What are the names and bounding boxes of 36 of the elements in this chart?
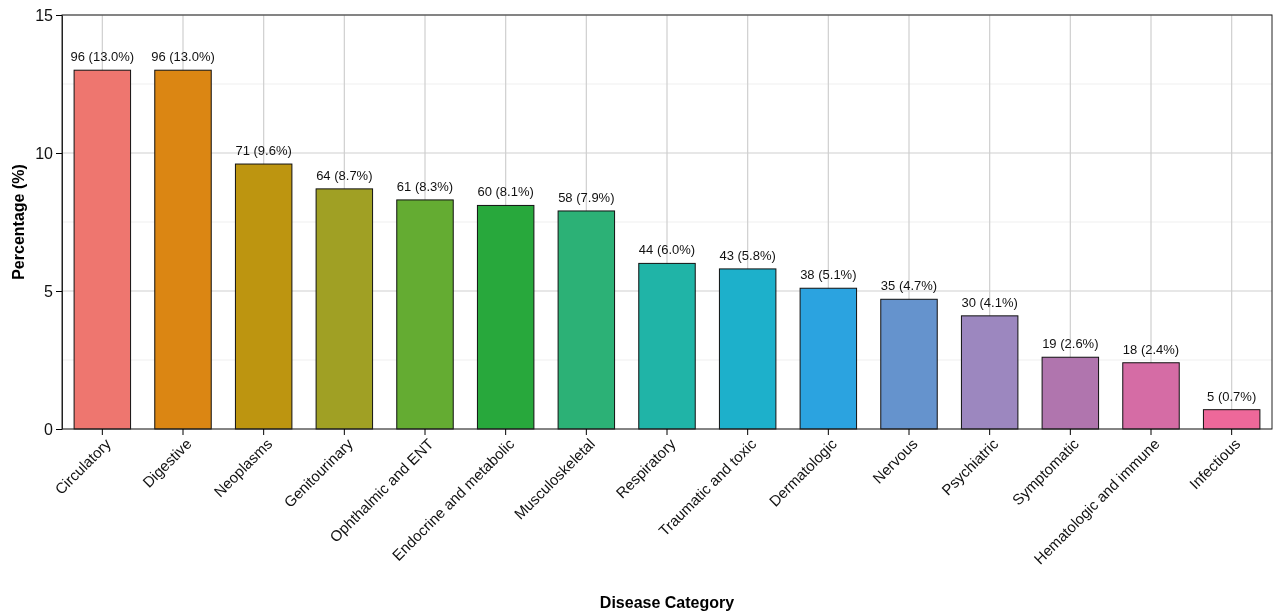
bar [1202, 409, 1261, 430]
bar [234, 163, 293, 430]
bar [638, 262, 696, 430]
bar [960, 315, 1019, 430]
data-label: 19 (2.6%) [1042, 336, 1099, 352]
bar [1122, 362, 1180, 430]
data-label: 18 (2.4%) [1122, 341, 1180, 357]
data-label: 43 (5.8%) [719, 247, 776, 263]
bar [73, 69, 132, 430]
y-tick-label: 10 [35, 144, 54, 162]
bar [799, 287, 858, 430]
data-label: 96 (13.0%) [70, 49, 135, 65]
data-label: 44 (6.0%) [638, 242, 696, 258]
data-label: 38 (5.1%) [800, 267, 857, 283]
bar [718, 268, 777, 430]
y-tick-label: 5 [44, 282, 54, 300]
data-label: 30 (4.1%) [961, 294, 1018, 310]
data-label: 64 (8.7%) [316, 167, 373, 183]
bar [396, 199, 454, 430]
y-tick-label: 0 [44, 420, 54, 438]
data-label: 35 (4.7%) [880, 278, 938, 294]
data-label: 71 (9.6%) [235, 143, 292, 159]
data-label: 5 (0.7%) [1207, 388, 1257, 404]
bar [476, 204, 535, 430]
bar [154, 69, 212, 430]
data-label: 96 (13.0%) [151, 49, 215, 65]
data-label: 61 (8.3%) [396, 178, 454, 194]
data-label: 58 (7.9%) [558, 189, 615, 205]
bar [880, 298, 938, 430]
data-label: 60 (8.1%) [477, 184, 534, 200]
bar [557, 210, 616, 430]
y-axis-title: Percentage (%) [10, 164, 27, 280]
bar [1041, 356, 1100, 430]
x-axis-title: Disease Category [599, 594, 735, 611]
y-tick-label: 15 [35, 6, 54, 24]
bar [315, 188, 374, 430]
